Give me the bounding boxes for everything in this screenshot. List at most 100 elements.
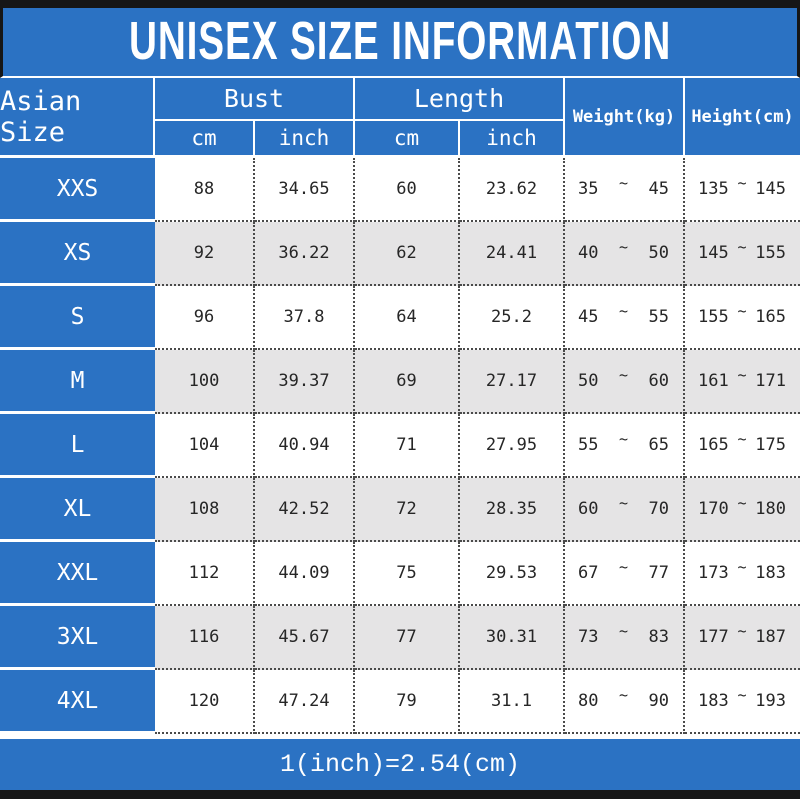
bust-inch-cell: 42.52 — [255, 478, 355, 542]
height-min: 155 — [698, 307, 729, 327]
height-min: 145 — [698, 243, 729, 263]
weight-range-cell: 45 ~ 55 — [565, 286, 685, 350]
height-max: 155 — [755, 243, 786, 263]
header-bust-cm: cm — [155, 121, 255, 158]
tilde-icon: ~ — [618, 622, 629, 640]
length-inch-cell: 23.62 — [460, 158, 565, 222]
height-max: 183 — [755, 563, 786, 583]
bust-cm-cell: 120 — [155, 670, 255, 734]
height-range-cell: 183 ~ 193 — [685, 670, 800, 734]
bust-cm-cell: 112 — [155, 542, 255, 606]
height-max: 187 — [755, 627, 786, 647]
bust-cm-cell: 116 — [155, 606, 255, 670]
bust-inch-cell: 45.67 — [255, 606, 355, 670]
height-min: 183 — [698, 691, 729, 711]
tilde-icon: ~ — [737, 558, 747, 576]
table-footer-gap — [0, 734, 800, 739]
tilde-icon: ~ — [618, 366, 629, 384]
weight-max: 50 — [648, 243, 669, 263]
length-cm-cell: 69 — [355, 350, 460, 414]
weight-range-cell: 50 ~ 60 — [565, 350, 685, 414]
weight-max: 60 — [648, 371, 669, 391]
conversion-note: 1(inch)=2.54(cm) — [279, 750, 521, 779]
length-cm-cell: 62 — [355, 222, 460, 286]
height-max: 193 — [755, 691, 786, 711]
tilde-icon: ~ — [618, 686, 629, 704]
weight-max: 70 — [648, 499, 669, 519]
length-inch-cell: 27.95 — [460, 414, 565, 478]
weight-range-cell: 73 ~ 83 — [565, 606, 685, 670]
size-cell: XS — [0, 222, 155, 286]
bust-cm-cell: 108 — [155, 478, 255, 542]
header-length-inch: inch — [460, 121, 565, 158]
weight-range-cell: 80 ~ 90 — [565, 670, 685, 734]
weight-min: 50 — [578, 371, 599, 391]
tilde-icon: ~ — [737, 430, 747, 448]
header-weight-kg: Weight(kg) — [565, 78, 685, 158]
bust-inch-cell: 44.09 — [255, 542, 355, 606]
height-min: 161 — [698, 371, 729, 391]
bust-cm-cell: 104 — [155, 414, 255, 478]
tilde-icon: ~ — [737, 494, 747, 512]
weight-range-cell: 60 ~ 70 — [565, 478, 685, 542]
weight-max: 65 — [648, 435, 669, 455]
tilde-icon: ~ — [618, 302, 629, 320]
size-cell: XL — [0, 478, 155, 542]
length-cm-cell: 71 — [355, 414, 460, 478]
bust-inch-cell: 34.65 — [255, 158, 355, 222]
top-black-bar — [0, 0, 800, 8]
header-asian-size: Asian Size — [0, 78, 155, 158]
weight-min: 40 — [578, 243, 599, 263]
bust-inch-cell: 47.24 — [255, 670, 355, 734]
height-max: 175 — [755, 435, 786, 455]
height-max: 180 — [755, 499, 786, 519]
tilde-icon: ~ — [737, 302, 747, 320]
weight-max: 83 — [648, 627, 669, 647]
header-length-cm: cm — [355, 121, 460, 158]
length-inch-cell: 31.1 — [460, 670, 565, 734]
size-cell: L — [0, 414, 155, 478]
height-min: 135 — [698, 179, 729, 199]
tilde-icon: ~ — [737, 622, 747, 640]
length-inch-cell: 30.31 — [460, 606, 565, 670]
weight-max: 45 — [648, 179, 669, 199]
weight-min: 60 — [578, 499, 599, 519]
height-min: 173 — [698, 563, 729, 583]
weight-max: 77 — [648, 563, 669, 583]
length-cm-cell: 72 — [355, 478, 460, 542]
weight-range-cell: 35 ~ 45 — [565, 158, 685, 222]
size-cell: XXS — [0, 158, 155, 222]
header-bust: Bust — [155, 78, 355, 121]
length-inch-cell: 27.17 — [460, 350, 565, 414]
height-range-cell: 165 ~ 175 — [685, 414, 800, 478]
length-inch-cell: 29.53 — [460, 542, 565, 606]
bust-cm-cell: 92 — [155, 222, 255, 286]
tilde-icon: ~ — [618, 238, 629, 256]
size-cell: S — [0, 286, 155, 350]
page-title: UNISEX SIZE INFORMATION — [128, 11, 672, 72]
size-cell: 4XL — [0, 670, 155, 734]
height-min: 177 — [698, 627, 729, 647]
height-min: 170 — [698, 499, 729, 519]
height-range-cell: 135 ~ 145 — [685, 158, 800, 222]
weight-max: 55 — [648, 307, 669, 327]
weight-range-cell: 67 ~ 77 — [565, 542, 685, 606]
weight-max: 90 — [648, 691, 669, 711]
length-cm-cell: 79 — [355, 670, 460, 734]
length-inch-cell: 24.41 — [460, 222, 565, 286]
bust-cm-cell: 100 — [155, 350, 255, 414]
tilde-icon: ~ — [618, 174, 629, 192]
bottom-black-bar — [0, 790, 800, 799]
weight-range-cell: 40 ~ 50 — [565, 222, 685, 286]
bust-cm-cell: 88 — [155, 158, 255, 222]
header-height-cm: Height(cm) — [685, 78, 800, 158]
weight-min: 35 — [578, 179, 599, 199]
bust-inch-cell: 36.22 — [255, 222, 355, 286]
tilde-icon: ~ — [737, 686, 747, 704]
size-cell: 3XL — [0, 606, 155, 670]
header-bust-inch: inch — [255, 121, 355, 158]
height-min: 165 — [698, 435, 729, 455]
length-cm-cell: 60 — [355, 158, 460, 222]
tilde-icon: ~ — [618, 558, 629, 576]
